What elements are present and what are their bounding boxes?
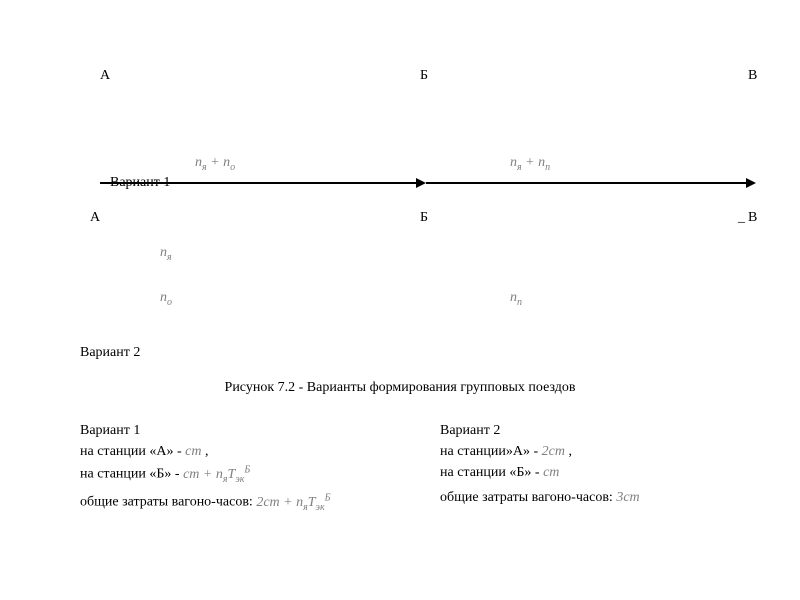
col2-line1: на станции»А» - 2cm ,	[440, 441, 770, 462]
arrow-line-1b	[426, 182, 750, 184]
underscore-v: _	[738, 210, 745, 226]
col1-line1-post: ,	[202, 444, 209, 459]
col2-line3: общие затраты вагоно-часов: 3cm	[440, 487, 770, 508]
col1-line3: общие затраты вагоно-часов: 2cm + nяTэкБ	[80, 490, 430, 514]
col1-line1: на станции «А» - cm ,	[80, 441, 430, 462]
station-b-2: Б	[420, 210, 428, 226]
col1-title: Вариант 1	[80, 420, 430, 441]
formula-n-o: nо	[160, 290, 172, 308]
col1-line3-pre: общие затраты вагоно-часов:	[80, 495, 256, 510]
station-b-1: Б	[420, 68, 428, 84]
variant-2-label: Вариант 2	[80, 345, 140, 361]
formula-n-ya: nя	[160, 245, 172, 263]
figure-caption: Рисунок 7.2 - Варианты формирования груп…	[0, 380, 800, 396]
arrowhead-1a	[416, 178, 426, 188]
formula-left-1: nя + nо	[195, 155, 235, 173]
col2-line3-math: 3cm	[616, 490, 639, 505]
station-a-2: А	[90, 210, 100, 226]
col1-line2-pre: на станции «Б» -	[80, 467, 183, 482]
col2-line1-post: ,	[565, 444, 572, 459]
col2-line1-pre: на станции»А» -	[440, 444, 542, 459]
col2-line2: на станции «Б» - cm	[440, 462, 770, 483]
col2-line2-pre: на станции «Б» -	[440, 465, 543, 480]
col2-line1-math: 2cm	[542, 444, 565, 459]
formula-n-p: nп	[510, 290, 522, 308]
col2-title: Вариант 2	[440, 420, 770, 441]
col2-line2-math: cm	[543, 465, 559, 480]
col1-line1-math: cm	[185, 444, 201, 459]
formula-right-1: nя + nп	[510, 155, 550, 173]
col1-line2-math: cm + nяTэкБ	[183, 467, 250, 482]
col1-line3-math: 2cm + nяTэкБ	[256, 495, 330, 510]
station-v-2: В	[748, 210, 757, 226]
col1-line1-pre: на станции «А» -	[80, 444, 185, 459]
arrowhead-1b	[746, 178, 756, 188]
col2-block: Вариант 2 на станции»А» - 2cm , на станц…	[440, 420, 770, 508]
col1-line2: на станции «Б» - cm + nяTэкБ	[80, 462, 430, 486]
arrow-line-1a	[100, 182, 420, 184]
col2-line3-pre: общие затраты вагоно-часов:	[440, 490, 616, 505]
col1-block: Вариант 1 на станции «А» - cm , на станц…	[80, 420, 430, 515]
station-a-1: А	[100, 68, 110, 84]
station-v-1: В	[748, 68, 757, 84]
